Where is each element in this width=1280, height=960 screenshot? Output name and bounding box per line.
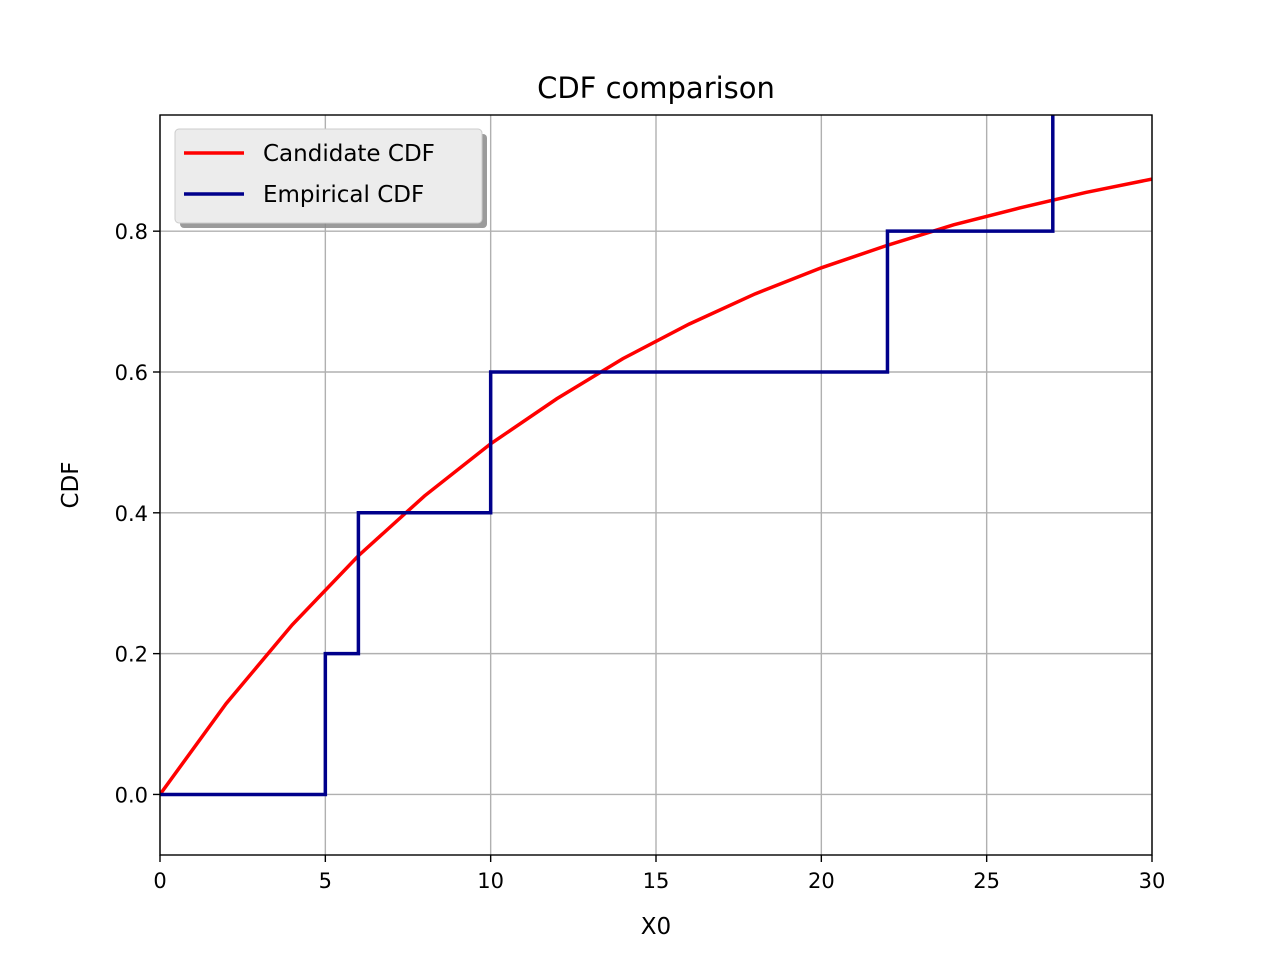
x-axis-ticks: 0 5 10 15 20 25 30 [153, 855, 1165, 893]
chart-title: CDF comparison [537, 71, 775, 105]
y-axis-ticks: 0.0 0.2 0.4 0.6 0.8 [115, 220, 160, 807]
x-tick-label: 5 [319, 869, 332, 893]
x-tick-label: 30 [1139, 869, 1166, 893]
y-tick-label: 0.8 [115, 220, 148, 244]
x-tick-label: 10 [477, 869, 504, 893]
empirical-cdf-line [160, 115, 1055, 797]
legend-label-empirical: Empirical CDF [263, 182, 424, 208]
legend-box [174, 128, 483, 224]
x-tick-label: 20 [808, 869, 835, 893]
candidate-cdf-line [160, 177, 1152, 796]
y-tick-label: 0.6 [115, 361, 148, 385]
x-tick-label: 15 [643, 869, 670, 893]
x-tick-label: 0 [153, 869, 166, 893]
y-axis-label: CDF [58, 462, 84, 509]
plot-area [160, 115, 1152, 797]
legend: Candidate CDF Empirical CDF [174, 128, 487, 228]
legend-label-candidate: Candidate CDF [263, 141, 435, 167]
x-tick-label: 25 [973, 869, 1000, 893]
x-axis-label: X0 [641, 914, 671, 940]
y-tick-label: 0.4 [115, 502, 148, 526]
y-tick-label: 0.2 [115, 643, 148, 667]
y-tick-label: 0.0 [115, 783, 148, 807]
